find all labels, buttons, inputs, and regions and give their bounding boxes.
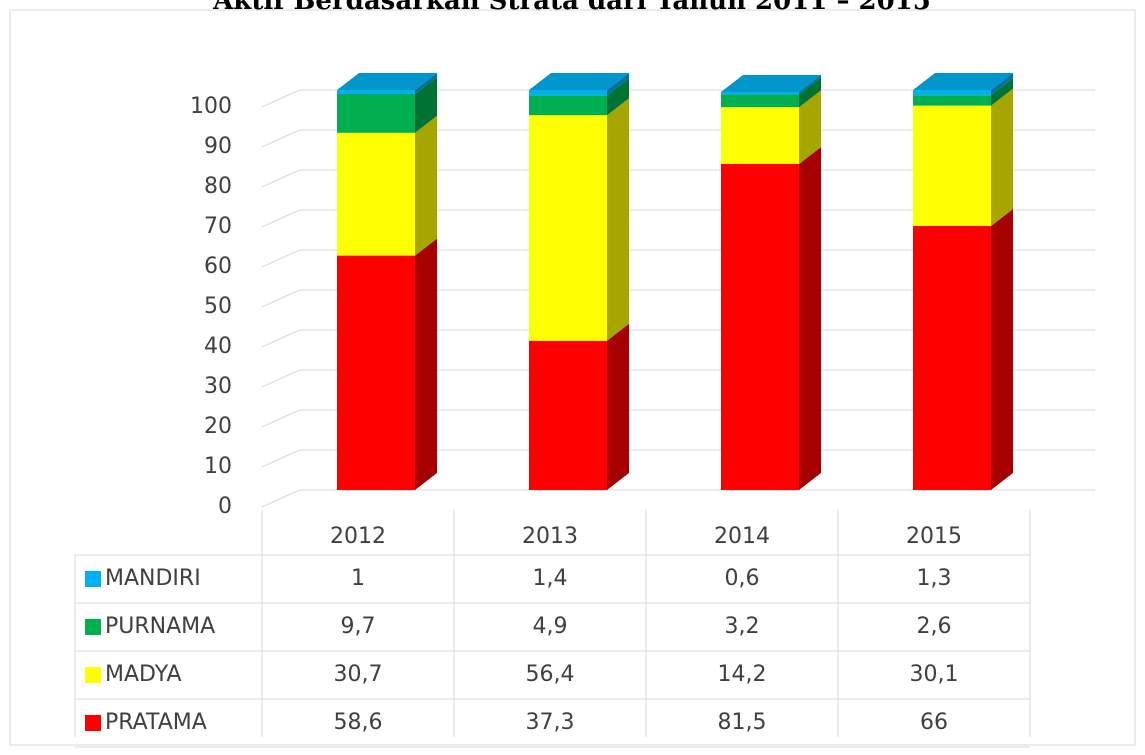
bar: [721, 92, 799, 95]
table-cell: 30,1: [910, 662, 959, 687]
table-cell: 9,7: [341, 614, 376, 639]
grid-line: [261, 329, 1095, 348]
bar: [337, 255, 415, 490]
table-cell: 56,4: [526, 662, 575, 687]
bar: [337, 132, 415, 256]
y-tick-label: 40: [204, 334, 232, 359]
bar: [913, 90, 991, 96]
table-cell: 66: [920, 710, 948, 735]
table-cell: 0,6: [725, 566, 760, 591]
bar: [337, 94, 415, 133]
legend-label: PRATAMA: [105, 710, 207, 735]
bar: [529, 90, 607, 96]
y-tick-label: 90: [204, 134, 232, 159]
y-tick-label: 80: [204, 174, 232, 199]
grid-line: [261, 489, 1095, 508]
bar: [721, 107, 799, 164]
bar-side: [799, 147, 821, 490]
x-tick-label: 2012: [330, 524, 386, 549]
bar: [721, 94, 799, 108]
bar-top: [721, 75, 821, 92]
y-tick-label: 60: [204, 254, 232, 279]
bar-side: [415, 238, 437, 490]
bar: [529, 340, 607, 490]
bar: [529, 115, 607, 341]
y-tick-label: 100: [190, 94, 232, 119]
grid-line: [261, 89, 1095, 108]
x-tick-label: 2015: [906, 524, 962, 549]
table-cell: 2,6: [917, 614, 952, 639]
bar-side: [415, 77, 437, 133]
grid-line: [261, 169, 1095, 188]
bar-side: [415, 73, 437, 94]
grid-line: [261, 409, 1095, 428]
y-tick-label: 50: [204, 294, 232, 319]
bar-side: [799, 75, 821, 95]
y-tick-label: 10: [204, 454, 232, 479]
grid-line: [261, 289, 1095, 308]
legend-swatch: [85, 667, 101, 683]
legend-label: MANDIRI: [105, 566, 201, 591]
table-cell: 81,5: [718, 710, 767, 735]
y-tick-label: 30: [204, 374, 232, 399]
bar-side: [799, 77, 821, 108]
x-tick-label: 2014: [714, 524, 770, 549]
bar: [337, 90, 415, 94]
bar-top: [529, 73, 629, 90]
bar-side: [607, 98, 629, 341]
bar-side: [607, 323, 629, 490]
legend-label: MADYA: [105, 662, 182, 687]
legend-label: PURNAMA: [105, 614, 215, 639]
bar-side: [607, 73, 629, 96]
bar-side: [799, 90, 821, 164]
grid-line: [261, 369, 1095, 388]
bar: [913, 105, 991, 226]
table-cell: 1,3: [917, 566, 952, 591]
bar-side: [607, 78, 629, 116]
table-cell: 3,2: [725, 614, 760, 639]
bar-side: [415, 115, 437, 256]
table-cell: 1: [351, 566, 365, 591]
legend-swatch: [85, 571, 101, 587]
y-tick-label: 70: [204, 214, 232, 239]
y-tick-label: 20: [204, 414, 232, 439]
bar-top: [913, 73, 1013, 90]
grid-line: [261, 129, 1095, 148]
bar-side: [991, 78, 1013, 106]
bar-side: [991, 73, 1013, 96]
grid-line: [261, 209, 1095, 228]
table-cell: 4,9: [533, 614, 568, 639]
bar: [913, 95, 991, 106]
chart-title: Aktif Berdasarkan Strata dari Tahun 2011…: [212, 0, 931, 16]
table-cell: 1,4: [533, 566, 568, 591]
table-cell: 37,3: [526, 710, 575, 735]
bar-side: [991, 209, 1013, 490]
bar-top: [337, 73, 437, 90]
x-tick-label: 2013: [522, 524, 578, 549]
table-cell: 30,7: [334, 662, 383, 687]
grid-line: [261, 249, 1095, 268]
bar: [721, 164, 799, 490]
table-cell: 58,6: [334, 710, 383, 735]
legend-swatch: [85, 619, 101, 635]
grid-line: [261, 449, 1095, 468]
bar: [913, 226, 991, 490]
table-cell: 14,2: [718, 662, 767, 687]
legend-swatch: [85, 715, 101, 731]
bar: [529, 95, 607, 116]
bar-side: [991, 88, 1013, 226]
y-tick-label: 0: [218, 494, 232, 519]
